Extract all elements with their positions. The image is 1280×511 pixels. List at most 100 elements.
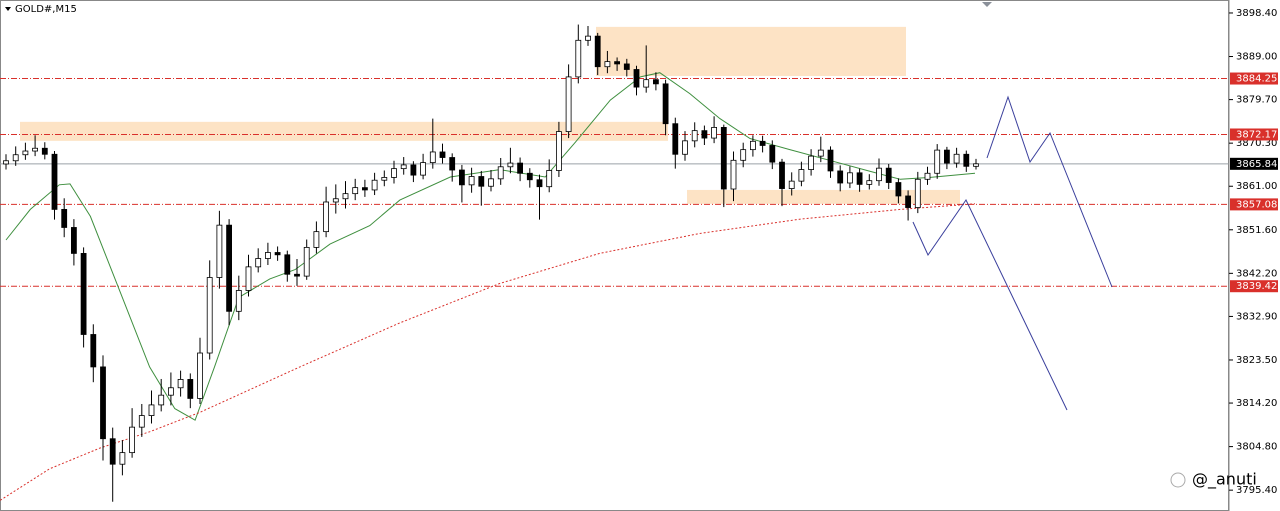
level-label: 3839.42 (1236, 281, 1277, 292)
candle-body (226, 224, 233, 312)
candle-body (119, 452, 126, 465)
candle-body (750, 140, 756, 151)
candle-body (817, 149, 824, 157)
candle-body (410, 164, 417, 176)
level-label-bg (1230, 72, 1278, 85)
candle-body (332, 198, 339, 203)
candle-body (303, 246, 310, 277)
candle-body (429, 151, 436, 164)
candle-body (507, 162, 514, 168)
candle-body (866, 180, 873, 185)
candle-body (779, 161, 785, 189)
candle-body (759, 140, 766, 146)
y-tick-label: 3823.50 (1236, 355, 1277, 366)
candle-body (381, 177, 388, 181)
y-tick-label: 3870.30 (1236, 138, 1277, 149)
candle-body (80, 253, 87, 335)
candle-body (711, 127, 717, 139)
candle-body (323, 201, 330, 233)
candle-body (662, 83, 669, 125)
candle-body (924, 172, 931, 180)
y-tick-label: 3795.40 (1236, 485, 1277, 496)
candle-body (255, 258, 262, 268)
candle-body (953, 153, 960, 164)
candle-body (313, 231, 320, 248)
candle-body (575, 39, 582, 78)
candle-body (497, 166, 504, 180)
candle-body (682, 140, 688, 155)
candle-body (827, 149, 834, 172)
candle-body (197, 352, 203, 399)
candle-body (643, 79, 650, 88)
candle-body (847, 172, 853, 184)
candle-body (245, 266, 252, 291)
plot-frame (0, 0, 1229, 511)
candle-body (264, 252, 271, 259)
moving-average (0, 203, 976, 501)
candle-body (517, 162, 523, 174)
candle-body (158, 394, 165, 406)
candle-body (371, 179, 378, 191)
zone (687, 189, 960, 204)
candle-body (730, 159, 737, 190)
candle-body (51, 153, 58, 210)
candle-body (206, 277, 213, 354)
y-tick-label: 3814.20 (1236, 398, 1277, 409)
candle-body (12, 154, 19, 162)
y-tick-label: 3898.40 (1236, 8, 1277, 19)
y-tick-label: 3832.90 (1236, 311, 1277, 322)
y-tick-label: 3804.80 (1236, 442, 1277, 453)
candle-body (594, 35, 601, 68)
y-tick-label: 3861.00 (1236, 181, 1277, 192)
candle-body (914, 178, 921, 208)
candle-body (837, 170, 844, 184)
candle-body (274, 252, 281, 256)
candle-body (109, 438, 116, 465)
y-tick-label: 3879.70 (1236, 95, 1277, 106)
watermark-text: @_anuti (1192, 470, 1257, 490)
candle-body (614, 61, 620, 65)
projection-line (986, 95, 1113, 288)
price-axis: 3898.40 3889.00 3879.70 3870.30 3861.00 3851.… (1228, 0, 1278, 511)
candle-body (963, 153, 970, 167)
candle-body (488, 178, 494, 187)
candle-body (769, 145, 776, 163)
candle-body (187, 379, 194, 399)
candle-body (177, 379, 184, 389)
candle-body (468, 176, 475, 186)
candle-body (536, 179, 543, 188)
candle-body (90, 334, 97, 368)
candle-body (129, 426, 136, 454)
candles (3, 24, 979, 502)
candle-body (556, 131, 562, 171)
candle-body (342, 193, 349, 200)
candle-body (808, 155, 814, 170)
y-tick-label: 3889.00 (1236, 52, 1277, 63)
candle-body (391, 168, 397, 178)
candle-body (235, 290, 242, 312)
candle-body (420, 162, 427, 176)
candle-body (740, 149, 747, 161)
candle-body (934, 149, 941, 174)
candle-body (284, 254, 291, 275)
last-price-label: 3865.84 (1236, 159, 1277, 170)
candle-body (546, 170, 553, 188)
candle-body (672, 123, 679, 155)
candle-body (138, 415, 145, 428)
candle-body (623, 63, 630, 70)
level-label-bg (1230, 128, 1278, 141)
level-label: 3857.08 (1236, 199, 1277, 210)
zone (20, 121, 668, 141)
moving-averages (0, 72, 976, 501)
candle-body (216, 224, 223, 278)
candle-body (856, 172, 863, 185)
last-price-bg (1230, 157, 1278, 170)
candle-body (294, 273, 300, 277)
watermark-icon (1170, 472, 1186, 488)
candle-body (720, 127, 727, 190)
candle-body (604, 61, 611, 68)
candle-body (798, 169, 805, 182)
candle-body (653, 79, 659, 85)
candle-body (973, 163, 979, 167)
